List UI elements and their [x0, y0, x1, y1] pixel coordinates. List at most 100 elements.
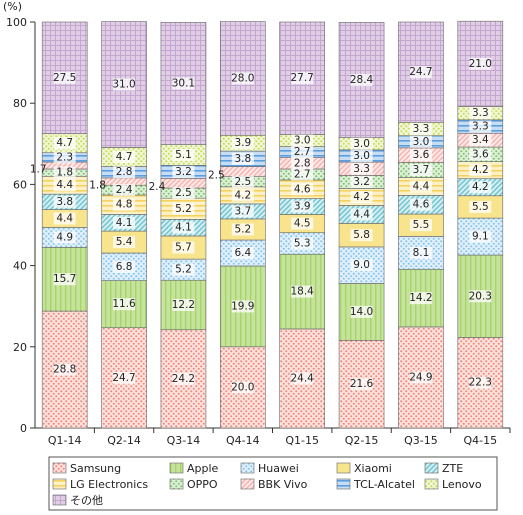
data-label: 3.6 [413, 149, 430, 161]
data-label-backdrop [53, 71, 76, 84]
data-label-backdrop [291, 183, 314, 196]
data-label-backdrop [350, 305, 373, 318]
data-label-backdrop [113, 150, 136, 163]
data-label-backdrop [350, 190, 373, 203]
data-label: 21.6 [350, 378, 374, 390]
data-label: 11.6 [112, 298, 136, 310]
data-label: 4.1 [175, 222, 192, 234]
data-label-backdrop [172, 77, 195, 90]
data-label: 3.0 [353, 138, 370, 150]
legend-swatch-samsung [52, 462, 67, 474]
data-label: 8.1 [413, 247, 430, 259]
data-label: 15.7 [53, 273, 76, 285]
y-tick-label: 100 [6, 16, 27, 29]
data-label-backdrop [172, 148, 195, 161]
data-label-backdrop [172, 165, 195, 178]
data-label: 2.3 [56, 151, 73, 163]
data-label: 4.7 [56, 137, 73, 149]
y-tick-label: 20 [13, 341, 27, 354]
legend-swatch-apple [169, 462, 184, 474]
legend-label: Apple [187, 462, 219, 475]
data-label: 2.7 [294, 146, 311, 158]
data-label: 24.7 [409, 66, 432, 78]
data-label: 5.2 [234, 223, 251, 235]
data-label-backdrop [469, 200, 492, 213]
data-label: 4.6 [413, 199, 430, 211]
data-label-backdrop [291, 372, 314, 385]
data-label-backdrop [469, 181, 492, 194]
data-label-backdrop [350, 378, 373, 391]
data-label: 4.9 [56, 231, 73, 243]
data-label-backdrop [231, 175, 254, 188]
legend-label: Huawei [258, 462, 299, 475]
data-label-backdrop [113, 298, 136, 311]
data-label: 27.7 [290, 72, 313, 84]
data-label-backdrop [409, 149, 432, 162]
data-label-backdrop [409, 198, 432, 211]
data-label: 4.4 [56, 213, 73, 225]
data-label-backdrop [53, 179, 76, 192]
data-label: 9.1 [472, 231, 489, 243]
data-label-backdrop [231, 137, 254, 150]
data-label: 3.0 [413, 136, 430, 148]
x-tick-label: Q2-14 [107, 434, 141, 447]
legend-swatch-other-10 [52, 494, 67, 506]
data-label-backdrop [231, 189, 254, 202]
data-label-backdrop [172, 221, 195, 234]
bar-segment-samsung [101, 327, 147, 429]
data-label: 24.4 [290, 372, 314, 384]
data-label-backdrop [53, 195, 76, 208]
data-label: 4.4 [56, 179, 73, 191]
data-label: 5.5 [472, 201, 489, 213]
data-label: 31.0 [112, 79, 135, 91]
data-label-backdrop [350, 259, 373, 272]
data-label-outside: 1.7 [30, 164, 47, 176]
data-label: 3.9 [234, 137, 251, 149]
data-label: 6.8 [116, 261, 133, 273]
data-label-backdrop [113, 371, 136, 384]
data-label: 5.2 [175, 203, 192, 215]
data-label: 3.3 [472, 121, 489, 133]
legend-swatch-huawei [240, 462, 255, 474]
data-label: 4.6 [294, 183, 311, 195]
data-label: 4.7 [116, 151, 133, 163]
data-label-backdrop [113, 78, 136, 91]
data-label-backdrop [350, 149, 373, 162]
bar-segment-apple [279, 253, 325, 330]
data-label-backdrop [469, 107, 492, 120]
y-tick-label: 40 [13, 260, 27, 273]
data-label: 1.8 [56, 167, 73, 179]
data-label-backdrop [469, 164, 492, 177]
data-label-backdrop [113, 216, 136, 229]
data-label: 3.2 [353, 176, 370, 188]
data-label-backdrop [113, 198, 136, 211]
data-label-backdrop [469, 134, 492, 147]
data-label-backdrop [53, 363, 76, 376]
data-label-backdrop [409, 292, 432, 305]
data-label-backdrop [231, 247, 254, 260]
x-tick-label: Q3-15 [404, 434, 438, 447]
data-label-backdrop [291, 168, 314, 181]
data-label: 24.7 [112, 372, 135, 384]
data-label-backdrop [291, 200, 314, 213]
data-label-backdrop [231, 205, 254, 218]
y-tick-label: 0 [20, 422, 27, 435]
legend-label: Samsung [70, 462, 121, 475]
data-label: 14.0 [350, 306, 373, 318]
data-label: 14.2 [409, 292, 432, 304]
legend-label: その他 [70, 494, 103, 507]
data-label-backdrop [469, 57, 492, 70]
data-label: 5.5 [413, 219, 430, 231]
data-label-backdrop [469, 290, 492, 303]
data-label-backdrop [53, 151, 76, 164]
x-tick-label: Q2-15 [345, 434, 379, 447]
legend-swatch-lg-electronics [52, 478, 67, 490]
data-label: 5.3 [294, 237, 311, 249]
data-label-backdrop [231, 152, 254, 165]
data-label-backdrop [172, 202, 195, 215]
data-label: 2.7 [294, 168, 311, 180]
data-label-backdrop [231, 72, 254, 85]
data-label-backdrop [113, 260, 136, 273]
data-label-backdrop [231, 223, 254, 236]
data-label: 3.3 [472, 107, 489, 119]
